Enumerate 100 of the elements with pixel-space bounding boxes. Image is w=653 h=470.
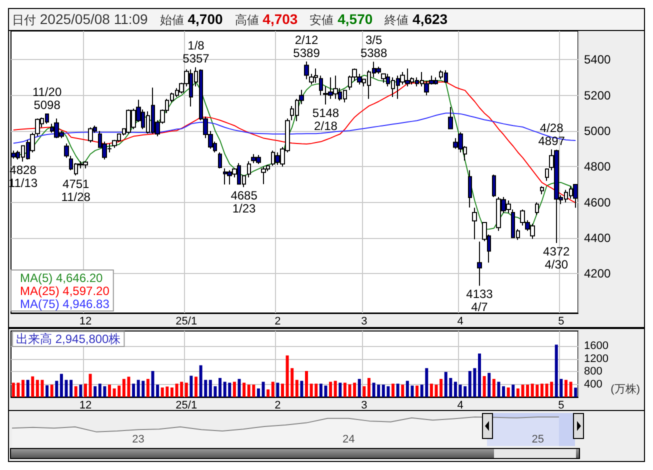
bar <box>358 378 361 397</box>
y-tick-label: 4200 <box>584 266 612 281</box>
x-tick-label: 5 <box>558 400 564 412</box>
annotation: 3/5 5388 <box>360 33 388 60</box>
y-tick-label: 1200 <box>584 352 608 365</box>
bar <box>497 382 500 397</box>
bar <box>430 384 433 397</box>
bar <box>218 378 222 397</box>
bar <box>26 380 30 397</box>
x-tick-label: 23 <box>132 434 144 446</box>
bar <box>79 384 82 397</box>
x-tick-label: 24 <box>342 434 355 446</box>
y-tick-label: 5000 <box>584 124 612 138</box>
bar <box>84 384 87 397</box>
candlestick <box>381 73 386 84</box>
bar <box>454 382 457 397</box>
candlestick <box>477 241 482 286</box>
bar <box>564 380 568 397</box>
bar <box>367 378 370 397</box>
bar <box>478 354 481 397</box>
x-tick-label: 12 <box>79 400 92 412</box>
x-tick-label: 4 <box>457 400 464 412</box>
candlestick <box>247 160 251 178</box>
text: MA(5) 4,646.20 <box>20 271 104 285</box>
candlestick <box>540 186 544 195</box>
candlestick <box>261 166 266 185</box>
bar <box>31 376 34 397</box>
candlestick <box>492 174 496 198</box>
bar <box>362 386 366 397</box>
bar <box>55 380 58 397</box>
y-tick-label: 4400 <box>584 231 612 246</box>
text: 終値 4,623 <box>384 11 448 27</box>
bar <box>262 382 265 397</box>
text: MA(25) 4,597.20 <box>20 284 110 298</box>
annotation: 2/12 5389 <box>293 33 320 60</box>
bar <box>512 384 515 397</box>
y-tick-label: 4800 <box>584 160 612 174</box>
annotation: 4/28 4897 <box>538 120 566 148</box>
bar <box>60 374 63 397</box>
candlestick <box>319 75 323 96</box>
y-tick-label: 400 <box>584 378 602 390</box>
bar <box>280 384 284 397</box>
bar <box>94 386 97 397</box>
x-tick-label: 25/1 <box>176 400 198 412</box>
candlestick <box>304 61 309 80</box>
annotation: 11/20 5098 <box>32 84 62 112</box>
bar <box>295 380 298 397</box>
bar <box>242 382 246 397</box>
annotation: 1/8 5357 <box>182 38 210 66</box>
x-tick-label: 5 <box>558 316 564 328</box>
candlestick <box>35 118 40 137</box>
bar <box>50 384 54 397</box>
bar <box>506 387 510 397</box>
bar <box>492 378 496 397</box>
bar <box>300 380 304 397</box>
x-tick-label: 3 <box>361 316 368 328</box>
bar <box>338 382 342 397</box>
bar <box>540 384 544 397</box>
annotation: 4751 11/28 <box>61 176 91 204</box>
y-axis-title: (万株) <box>610 382 640 396</box>
text: 安値 4,570 <box>310 11 373 27</box>
bar <box>194 376 198 397</box>
candlestick <box>468 170 472 208</box>
bar <box>146 378 150 397</box>
bar <box>132 384 136 397</box>
bar <box>88 374 92 397</box>
bar <box>232 382 236 397</box>
x-tick-label: 3 <box>361 400 368 412</box>
candlestick <box>535 202 539 216</box>
bar <box>329 382 332 397</box>
bar <box>416 386 419 397</box>
text: MA(75) 4,946.83 <box>20 297 110 311</box>
bar <box>190 376 193 397</box>
x-tick-label: 12 <box>79 316 92 328</box>
bar <box>266 389 270 397</box>
bar <box>334 380 337 397</box>
bar <box>343 382 346 397</box>
text: 始値 4,700 <box>160 11 223 27</box>
bar <box>574 388 578 397</box>
annotation: 出来高 2,945,800株 <box>16 332 121 346</box>
bar <box>305 370 308 397</box>
text: 日付 2025/05/08 11:09 <box>12 11 148 27</box>
candlestick <box>545 168 549 182</box>
y-tick-label: 1600 <box>584 340 608 352</box>
x-tick-label: 25 <box>532 434 544 446</box>
bar <box>502 386 506 397</box>
x-tick-label: 25/1 <box>176 316 198 328</box>
y-tick-label: 5200 <box>584 88 612 102</box>
x-tick-label: 4 <box>457 316 464 328</box>
candlestick <box>472 207 477 240</box>
x-tick-label: 2 <box>274 316 281 328</box>
candlestick <box>448 106 453 130</box>
bar <box>22 380 25 397</box>
annotation: 4685 1/23 <box>230 188 258 216</box>
x-tick-label: 2 <box>274 400 281 412</box>
bar <box>271 382 274 397</box>
annotation: 4133 4/7 <box>466 287 494 314</box>
bar <box>46 385 49 397</box>
candlestick <box>88 126 93 144</box>
annotation: 4372 4/30 <box>543 244 570 272</box>
